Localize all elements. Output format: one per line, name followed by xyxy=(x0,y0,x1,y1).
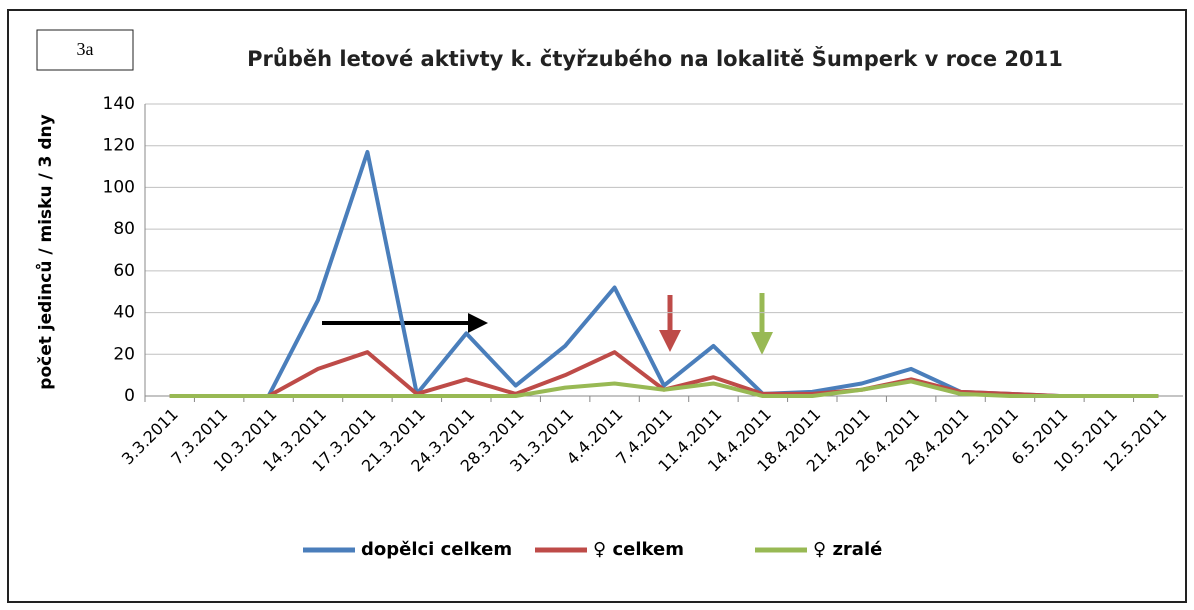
y-axis-label: počet jedinců / misku / 3 dny xyxy=(34,114,56,389)
legend-label: dopělci celkem xyxy=(361,539,512,560)
y-tick-label: 0 xyxy=(124,386,135,406)
label-box xyxy=(36,29,134,71)
legend-label: ♀ celkem xyxy=(593,539,684,560)
y-tick-label: 40 xyxy=(113,303,135,323)
annotation-arrows xyxy=(322,293,773,355)
label: 3a xyxy=(77,39,94,59)
y-tick-label: 60 xyxy=(113,261,135,281)
y-tick-label: 20 xyxy=(113,344,135,364)
frame xyxy=(7,9,1187,603)
y-tick-label: 120 xyxy=(103,136,135,156)
chart-title: Průběh letové aktivty k. čtyřzubého na l… xyxy=(247,46,1063,71)
series-line xyxy=(169,149,1159,398)
legend-label: ♀ zralé xyxy=(813,539,882,560)
series-line xyxy=(169,379,1159,398)
y-tick-label: 80 xyxy=(113,219,135,239)
y-tick-label: 140 xyxy=(103,94,135,114)
y-tick-label: 100 xyxy=(103,177,135,197)
